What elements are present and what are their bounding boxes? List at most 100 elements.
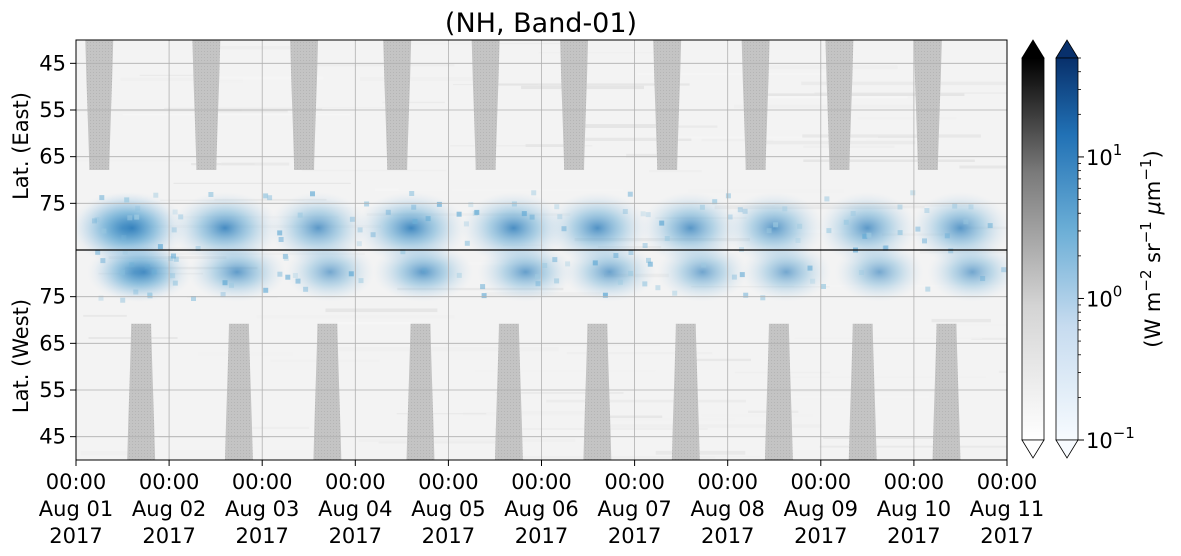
emission-pixel <box>385 209 391 215</box>
background-streak <box>322 453 374 455</box>
background-streak <box>475 370 656 372</box>
background-streak <box>378 441 507 444</box>
background-streak <box>655 450 746 455</box>
background-streak <box>325 308 438 313</box>
emission-pixel <box>866 232 872 238</box>
x-tick-label: 00:00 Aug 06 2017 <box>504 470 578 548</box>
background-streak <box>80 451 140 456</box>
background-streak <box>637 72 846 76</box>
emission-pixel <box>531 190 537 196</box>
emission-pixel <box>283 255 289 261</box>
emission-blob-west <box>562 242 657 302</box>
emission-pixel <box>628 270 634 276</box>
emission-pixel <box>358 278 364 284</box>
emission-pixel <box>191 296 196 301</box>
x-tick-date: Aug 05 <box>411 497 485 521</box>
y-tick-label-west: 55 <box>39 378 66 402</box>
colorbar-tick-label: 100 <box>1086 282 1122 311</box>
emission-pixel <box>554 278 560 284</box>
emission-pixel <box>725 193 731 199</box>
x-tick-label: 00:00 Aug 07 2017 <box>597 470 671 548</box>
background-streak <box>200 79 243 84</box>
x-tick-date: Aug 11 <box>970 497 1044 521</box>
emission-pixel <box>356 241 362 247</box>
emission-blob-west <box>94 242 194 302</box>
background-streak <box>214 198 327 201</box>
colorbar-label-part: −2 <box>1137 270 1155 292</box>
emission-pixel <box>195 246 201 251</box>
background-streak <box>598 382 698 386</box>
background-streak <box>197 46 303 50</box>
emission-pixel <box>173 256 179 262</box>
emission-pixel <box>425 216 431 222</box>
dayside-mask-west <box>932 323 961 460</box>
dayside-mask-west <box>583 323 612 460</box>
emission-pixel <box>277 271 283 277</box>
background-streak <box>308 203 411 207</box>
background-streak <box>498 83 690 86</box>
colorbar-blues-max-extend <box>1055 39 1079 59</box>
x-tick-year: 2017 <box>422 524 475 548</box>
background-streak <box>591 418 735 421</box>
background-streak <box>938 446 1007 450</box>
colorbar-blues-body <box>1055 57 1079 441</box>
emission-pixel <box>897 230 903 236</box>
background-streak <box>538 52 668 54</box>
emission-pixel <box>99 195 105 201</box>
emission-pixel <box>701 262 707 268</box>
dayside-mask-west <box>764 323 793 460</box>
emission-pixel <box>743 292 749 298</box>
emission-pixel <box>267 195 273 201</box>
colorbar-tick-label: 10−1 <box>1086 424 1135 453</box>
dayside-mask-west <box>313 323 342 460</box>
background-streak <box>566 352 713 355</box>
emission-blob-west <box>187 242 287 302</box>
x-tick-time: 00:00 <box>232 470 293 494</box>
emission-pixel <box>411 204 417 210</box>
background-streak <box>207 76 324 80</box>
emission-pixel <box>843 219 849 225</box>
emission-pixel <box>699 204 705 210</box>
emission-pixel <box>646 257 651 263</box>
emission-pixel <box>456 211 462 217</box>
background-streak <box>605 415 663 418</box>
emission-pixel <box>468 202 474 208</box>
emission-pixel <box>134 214 140 220</box>
x-tick-year: 2017 <box>980 524 1033 548</box>
emission-pixel <box>412 218 418 224</box>
dayside-mask-east <box>653 40 682 170</box>
emission-pixel <box>1001 267 1007 273</box>
emission-pixel <box>1010 293 1015 298</box>
x-tick-time: 00:00 <box>46 470 107 494</box>
colorbar-label-part <box>1141 214 1165 221</box>
x-tick-year: 2017 <box>329 524 382 548</box>
dayside-mask-east <box>383 40 412 170</box>
emission-pixel <box>742 208 748 214</box>
dayside-masks <box>85 40 961 460</box>
emission-pixel <box>172 280 178 286</box>
emission-pixel <box>480 284 486 290</box>
x-tick-year: 2017 <box>235 524 288 548</box>
emission-pixel <box>944 233 950 239</box>
emission-pixel <box>370 232 376 238</box>
background-streak <box>83 314 127 317</box>
y-tick-label-west: 45 <box>39 425 66 449</box>
emission-pixel <box>120 297 126 303</box>
background-streak <box>615 184 724 188</box>
background-streak <box>120 77 243 81</box>
background-streak <box>754 93 965 96</box>
colorbar-blues-min-extend <box>1055 439 1079 459</box>
emission-pixel <box>542 263 548 268</box>
background-streak <box>382 101 445 104</box>
emission-pixel <box>647 261 653 267</box>
dayside-mask-east <box>290 40 319 170</box>
emission-pixel <box>171 253 176 259</box>
emission-pixel <box>263 193 269 199</box>
emission-pixel <box>529 214 535 220</box>
emission-pixel <box>222 280 228 286</box>
emission-pixel <box>640 211 646 217</box>
background-streak <box>819 445 1007 448</box>
y-label-east: Lat. (East) <box>9 92 33 200</box>
